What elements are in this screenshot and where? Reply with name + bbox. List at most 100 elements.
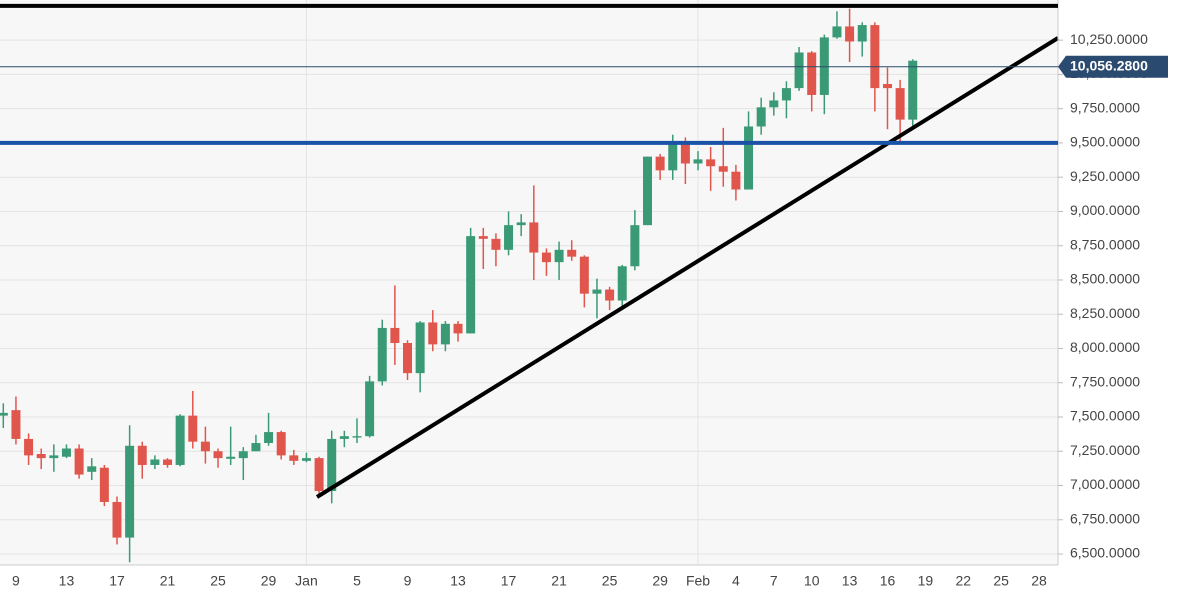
candle-body [478,236,488,239]
candle-body [807,52,817,95]
candle-body [466,236,476,334]
x-tick-label: 13 [59,573,75,589]
candle-body [516,222,526,226]
y-tick-label: 9,500.0000 [1070,134,1140,150]
candle-body [908,60,918,120]
x-tick-label: 22 [955,573,971,589]
x-tick-label: 21 [551,573,567,589]
candle-body [200,441,210,452]
axis-labels: 6,500.0000 6,750.0000 7,000.0000 7,250.0000… [12,31,1148,589]
candle-body [453,323,463,334]
candle-body [213,451,223,459]
candle-body [314,458,324,492]
candle-body [706,159,716,167]
candle-body [845,26,855,42]
x-tick-label: 13 [842,573,858,589]
candle-body [352,436,362,438]
candle-body [668,142,678,171]
last-price-label: 10,056.2800 [1070,57,1148,73]
last-price-tag [1058,55,1168,78]
x-tick-label: Jan [295,573,318,589]
candle-body [87,466,97,472]
candle-body [49,455,59,459]
candle-body [731,171,741,190]
candle-body [238,451,248,459]
candle-body [11,410,21,439]
x-tick-label: 13 [450,573,466,589]
candles [0,8,918,563]
y-tick-label: 6,750.0000 [1070,510,1140,526]
candle-body [529,222,539,253]
y-tick-label: 9,750.0000 [1070,99,1140,115]
y-tick-label: 7,250.0000 [1070,442,1140,458]
candle-body [428,322,438,345]
candle-body [491,238,501,250]
candle-body [188,415,198,442]
candle-body [554,249,564,263]
candle-body [579,256,589,294]
candle-body [301,458,311,461]
x-tick-label: 9 [12,573,20,589]
x-tick-label: 17 [109,573,125,589]
candle-body [226,456,236,459]
trendline [315,36,1060,499]
candle-body [655,156,665,171]
candle-body [680,142,690,164]
candle-body [769,100,779,108]
candle-body [74,448,84,475]
candle-body [276,432,286,456]
candle-body [163,459,173,465]
x-tick-label: 28 [1031,573,1047,589]
x-tick-label: 5 [353,573,361,589]
plot-background [0,0,1058,565]
y-tick-label: 8,750.0000 [1070,236,1140,252]
x-tick-label: 25 [210,573,226,589]
candle-body [794,52,804,89]
y-tick-label: 9,000.0000 [1070,202,1140,218]
candle-body [440,323,450,345]
candle-body [781,88,791,101]
candle-body [832,26,842,38]
candle-body [870,25,880,89]
y-tick-label: 7,500.0000 [1070,408,1140,424]
candle-body [99,467,109,502]
x-tick-label: 21 [160,573,176,589]
candle-body [693,159,703,164]
y-tick-label: 7,000.0000 [1070,476,1140,492]
x-tick-label: 16 [880,573,896,589]
candle-body [541,252,551,263]
candle-body [0,412,8,416]
y-tick-label: 8,000.0000 [1070,339,1140,355]
y-tick-label: 8,500.0000 [1070,271,1140,287]
candle-body [175,415,185,465]
candle-body [605,289,615,301]
candle-body [61,448,71,457]
y-tick-label: 10,250.0000 [1070,31,1148,47]
x-tick-label: 9 [404,573,412,589]
candle-body [504,225,514,250]
y-tick-label: 7,750.0000 [1070,373,1140,389]
candle-body [327,438,337,492]
candle-body [365,381,375,437]
candle-body [24,438,34,456]
candle-body [415,322,425,374]
candle-body [264,432,274,444]
candle-body [403,343,413,374]
x-tick-label: Feb [686,573,710,589]
candle-body [756,107,766,127]
candle-body [617,266,627,301]
x-tick-label: 7 [770,573,778,589]
candle-body [289,455,299,461]
candle-body [112,501,122,538]
candle-body [137,445,147,465]
candle-body [377,327,387,382]
candle-body [630,225,640,267]
x-tick-label: 17 [501,573,517,589]
x-tick-label: 29 [652,573,668,589]
candle-body [857,25,867,42]
candle-body [592,289,602,294]
candle-body [36,454,46,459]
candle-body [882,84,892,89]
